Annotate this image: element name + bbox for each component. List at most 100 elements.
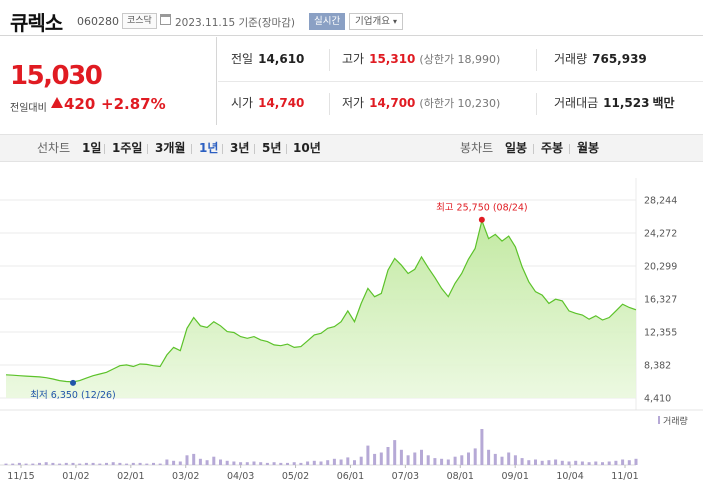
volume-bar (165, 459, 169, 465)
volume-bar (574, 460, 578, 465)
volume-bar (279, 462, 283, 465)
open-cell: 시가 14,740 (231, 81, 304, 125)
volume-label: 거래량 (554, 52, 588, 66)
open-label: 시가 (231, 96, 254, 110)
volume-bar (446, 459, 450, 465)
volume-bar (460, 455, 464, 465)
volume-bar (91, 462, 95, 465)
y-tick-label: 12,355 (644, 328, 677, 339)
volume-bar (51, 462, 55, 465)
volume-bar (265, 462, 269, 465)
tab-3month[interactable]: 3개월 (155, 141, 186, 155)
tab-3year[interactable]: 3년 (230, 141, 250, 155)
prev-close-label: 전일 (231, 52, 254, 66)
x-tick-label: 01/02 (62, 471, 89, 482)
volume-bar (312, 460, 316, 465)
volume-bar (440, 458, 444, 465)
volume-value: 765,939 (592, 52, 647, 66)
volume-bar (534, 459, 537, 465)
volume-bar (527, 460, 531, 465)
volume-bar (192, 453, 196, 465)
low-marker (70, 379, 77, 386)
amount-value: 11,523 (603, 96, 650, 110)
change-label: 전일대비 (10, 103, 47, 114)
volume-bar (145, 463, 149, 465)
volume-bar (319, 461, 323, 465)
price-summary-grid: 전일 14,610 고가 15,310 (상한가 18,990) 거래량 765,939… (218, 37, 703, 125)
volume-bar (98, 463, 102, 465)
volume-bar (634, 458, 638, 465)
y-axis-labels: 28,244 24,272 20,299 16,327 12,355 8,382 4,410 (644, 196, 677, 405)
volume-bar (225, 460, 229, 465)
x-tick-label: 03/02 (172, 471, 199, 482)
volume-bar (152, 462, 155, 465)
volume-bar (178, 461, 182, 465)
stock-code: 060280 (77, 15, 119, 28)
volume-bar (426, 455, 430, 465)
volume-bar (580, 461, 584, 465)
tab-daily-candle[interactable]: 일봉 (505, 141, 528, 155)
company-overview-dropdown[interactable]: 기업개요 ▾ (349, 13, 404, 30)
amount-unit: 백만 (652, 96, 675, 110)
volume-bar (487, 449, 491, 465)
low-annotation: 최저 6,350 (12/26) (30, 390, 116, 401)
tab-5year[interactable]: 5년 (262, 141, 282, 155)
volume-bar (627, 460, 631, 465)
volume-bar (607, 461, 611, 465)
x-tick-label: 08/01 (447, 471, 474, 482)
high-marker (478, 216, 485, 223)
market-badge: 코스닥 (122, 13, 157, 29)
volume-bar (118, 462, 122, 465)
volume-bar (232, 461, 236, 465)
volume-bar (540, 460, 544, 465)
price-chart-svg: 28,244 24,272 20,299 16,327 12,355 8,382 4,410… (0, 178, 703, 482)
volume-legend-label: 거래량 (663, 415, 688, 427)
y-tick-label: 24,272 (644, 229, 677, 240)
volume-bar (205, 460, 209, 465)
volume-bar (453, 456, 457, 465)
tab-1week[interactable]: 1주일 (112, 141, 143, 155)
price-chart: 28,244 24,272 20,299 16,327 12,355 8,382 4,410… (0, 178, 703, 491)
x-tick-label: 06/01 (337, 471, 364, 482)
low-label: 저가 (342, 96, 365, 110)
x-tick-label: 05/02 (282, 471, 309, 482)
x-tick-label: 11/01 (611, 471, 638, 482)
y-tick-label: 20,299 (644, 262, 677, 273)
period-selector-bar: 선차트 1일 1주일 3개월 1년 3년 5년 10년 봉차트 일봉 주봉 월봉 (0, 134, 703, 162)
volume-bar (286, 462, 289, 465)
volume-bar (78, 463, 82, 465)
amount-cell: 거래대금 11,523 백만 (554, 81, 675, 125)
amount-label: 거래대금 (554, 96, 599, 110)
current-price-box: 15,030 전일대비 420 +2.87% (0, 37, 217, 125)
tab-monthly-candle[interactable]: 월봉 (577, 141, 600, 155)
volume-bar (31, 463, 35, 465)
price-change: 420 (64, 95, 96, 113)
volume-bar (507, 452, 511, 465)
volume-bar (594, 461, 598, 465)
volume-bar (560, 460, 564, 465)
volume-bar (399, 449, 403, 465)
volume-bar (198, 458, 202, 465)
tab-10year[interactable]: 10년 (293, 141, 321, 155)
tab-1year[interactable]: 1년 (199, 141, 219, 155)
volume-bar (292, 462, 296, 465)
y-tick-label: 28,244 (644, 196, 677, 207)
volume-bar (480, 429, 484, 465)
volume-bar (339, 459, 343, 465)
volume-bar (105, 462, 108, 465)
realtime-button[interactable]: 실시간 (309, 13, 346, 30)
stock-name: 큐렉소 (10, 11, 63, 35)
high-label: 고가 (342, 52, 365, 66)
volume-bar (84, 462, 88, 465)
price-line (5, 218, 637, 383)
volume-bar (4, 463, 8, 465)
chevron-down-icon: ▾ (393, 17, 398, 26)
tab-1day[interactable]: 1일 (82, 141, 102, 155)
volume-bar (17, 462, 21, 465)
volume-bar (44, 462, 48, 465)
line-chart-label: 선차트 (37, 141, 71, 155)
tab-weekly-candle[interactable]: 주봉 (541, 141, 564, 155)
volume-bar (185, 455, 189, 465)
up-triangle-icon (51, 97, 63, 108)
volume-legend-swatch (658, 416, 660, 424)
